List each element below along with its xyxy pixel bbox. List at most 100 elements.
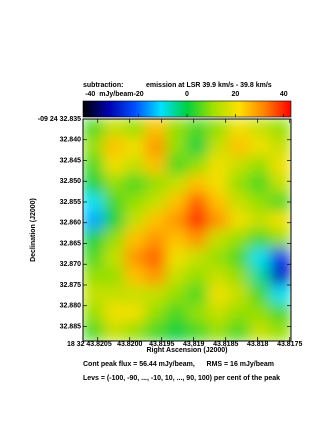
heat-cell (207, 303, 229, 323)
y-tick-label: 32.875 (60, 282, 82, 289)
heat-cell (124, 192, 146, 212)
heat-cell (145, 266, 167, 286)
colorbar-tick-label: 0 (185, 91, 189, 98)
heat-cell (124, 322, 146, 341)
heat-cell (145, 155, 167, 175)
heat-cell (207, 192, 229, 212)
heat-cell (186, 303, 209, 323)
heat-cell (145, 229, 167, 249)
x-tick-label: 43.8185 (213, 341, 238, 348)
heat-cell (249, 211, 271, 231)
x-tick-label: 43.8175 (277, 341, 302, 348)
heat-cell (165, 155, 188, 175)
heat-cell (103, 229, 125, 249)
heat-cell (83, 192, 105, 212)
heat-cell (165, 192, 188, 212)
chart: subtraction: emission at LSR 39.9 km/s -… (30, 82, 303, 382)
heat-cell (103, 119, 125, 138)
y-tick-label: 32.860 (60, 220, 82, 227)
heat-cell (83, 248, 105, 268)
heat-cell (83, 285, 105, 305)
heat-cell (249, 155, 271, 175)
heat-cell (124, 155, 146, 175)
heat-cell (249, 229, 271, 249)
plot-frame (82, 118, 292, 342)
heat-cell (103, 285, 125, 305)
heat-cell (186, 137, 209, 157)
heat-cell (228, 266, 250, 286)
heat-cell (207, 211, 229, 231)
heat-cell (124, 137, 146, 157)
heat-cell (145, 285, 167, 305)
heat-cell (186, 248, 209, 268)
heat-cell (249, 322, 271, 341)
x-axis-label: Right Ascension (J2000) (146, 347, 227, 354)
heat-cell (228, 119, 250, 138)
heat-cell (228, 322, 250, 341)
colorbar-unit: mJy/beam (99, 91, 133, 98)
heat-cell (249, 119, 271, 138)
heat-cell (165, 285, 188, 305)
heat-cell (165, 322, 188, 341)
heat-cell (228, 211, 250, 231)
heat-cell (186, 119, 209, 138)
heat-cell (124, 174, 146, 194)
heat-cell (83, 155, 105, 175)
heat-cell (186, 285, 209, 305)
x-tick-label: 43.819 (183, 341, 205, 348)
heat-cell (249, 248, 271, 268)
heat-cell (103, 137, 125, 157)
heat-cell (249, 285, 271, 305)
x-tick-label: 43.818 (247, 341, 269, 348)
heatmap-cells (83, 119, 291, 341)
heat-cell (207, 285, 229, 305)
y-tick-label: 32.870 (60, 261, 82, 268)
footer-levels: Levs = (-100, -90, ..., -10, 10, ..., 90… (83, 375, 280, 382)
heat-cell (103, 211, 125, 231)
heat-cell (269, 174, 291, 194)
heat-cell (269, 137, 291, 157)
heat-cell (124, 229, 146, 249)
heat-cell (228, 285, 250, 305)
heat-cell (165, 266, 188, 286)
heat-cell (269, 229, 291, 249)
heat-cell (83, 303, 105, 323)
heat-cell (124, 211, 146, 231)
heat-cell (249, 266, 271, 286)
heat-cell (165, 248, 188, 268)
heat-cell (103, 248, 125, 268)
heat-cell (83, 211, 105, 231)
y-tick-label: 32.855 (60, 199, 82, 206)
heat-cell (186, 211, 209, 231)
heat-cell (207, 137, 229, 157)
heat-cell (269, 155, 291, 175)
colorbar-tick-label: 20 (231, 91, 239, 98)
y-tick-label: 32.845 (60, 157, 82, 164)
heat-cell (186, 322, 209, 341)
heat-cell (83, 229, 105, 249)
heat-cell (124, 248, 146, 268)
heat-cell (269, 322, 291, 341)
x-tick-label: 43.8200 (117, 341, 142, 348)
heat-cell (269, 285, 291, 305)
heat-cell (207, 266, 229, 286)
heat-cell (207, 119, 229, 138)
y-tick-label: 32.880 (60, 303, 82, 310)
heat-cell (249, 174, 271, 194)
heat-cell (124, 303, 146, 323)
heat-cell (269, 266, 291, 286)
heat-cell (103, 322, 125, 341)
y-tick-label: 32.885 (60, 323, 82, 330)
heat-cell (207, 248, 229, 268)
heat-cell (145, 303, 167, 323)
heat-cell (269, 248, 291, 268)
heat-cell (124, 266, 146, 286)
heat-cell (145, 119, 167, 138)
heat-cell (269, 119, 291, 138)
heat-cell (186, 174, 209, 194)
y-tick-label: 32.850 (60, 178, 82, 185)
heat-cell (228, 248, 250, 268)
heat-cell (165, 229, 188, 249)
y-tick-label: -09 24 32.835 (38, 116, 81, 123)
